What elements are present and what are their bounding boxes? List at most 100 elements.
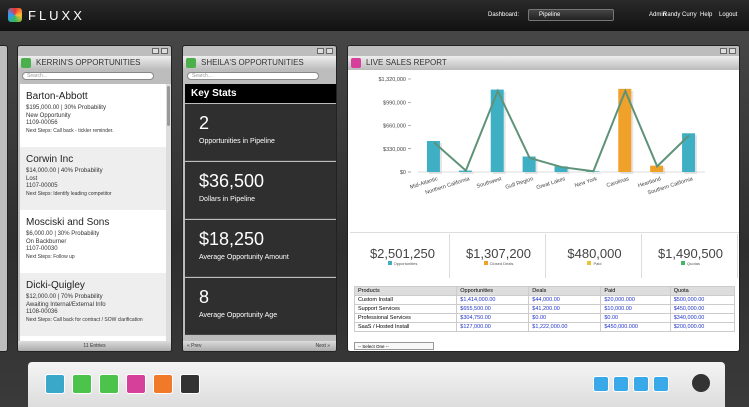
dock-icon[interactable] (633, 376, 649, 392)
nav-link[interactable]: Admin (649, 12, 667, 18)
next[interactable]: Next » (315, 343, 330, 349)
dashboard-select[interactable]: Pipeline (528, 9, 614, 21)
stat: $18,250 Average Opportunity Amount (185, 220, 336, 277)
opportunity-amount: $195,000.00 | 30% Probability (26, 105, 106, 111)
sales-table: Products Opportunities Deals Paid Quota Custo… (353, 286, 736, 332)
dock-icon[interactable] (99, 374, 119, 394)
minimize[interactable] (720, 48, 727, 54)
dock-icon[interactable] (45, 374, 65, 394)
summary-value: $2,501,250 (369, 246, 436, 261)
opportunity-id: 1107-00030 (26, 246, 58, 252)
dock-icon[interactable] (126, 374, 146, 394)
opportunity-id: 1108-00036 (26, 309, 58, 315)
cell: Custom Install (353, 295, 458, 305)
nav-link[interactable]: Logout (719, 12, 738, 18)
opportunity[interactable]: Barton-Abbott $195,000.00 | 30% Probabili… (20, 84, 166, 147)
panel-title: KERRIN'S OPPORTUNITIES (18, 56, 171, 70)
summary-label: Paid (593, 261, 602, 266)
dock-icon[interactable] (180, 374, 200, 394)
row: SaaS / Hosted Install $127,000.00 $1,222,0… (353, 322, 736, 332)
opportunity-next: Next Steps: Call back - tickler reminder… (26, 127, 114, 134)
dock-icon[interactable] (153, 374, 173, 394)
panel-icon (186, 58, 196, 68)
nav-link[interactable]: Help (700, 12, 713, 18)
dock-icon[interactable] (593, 376, 609, 392)
minimize[interactable] (317, 48, 324, 54)
opportunity-id: 1107-00005 (26, 183, 58, 189)
cell: $655,500.00 (456, 304, 530, 314)
stat: 8 Average Opportunity Age (185, 278, 336, 335)
summary-legend: Paid (548, 261, 641, 266)
cell: $20,000.000 (600, 295, 671, 305)
edge-panel (0, 45, 8, 352)
cell: $1,222,000.00 (528, 322, 602, 332)
x-tick-label: Carolinas (606, 176, 630, 189)
prev[interactable]: « Prev (187, 343, 202, 349)
stat: $36,500 Dollars in Pipeline (185, 162, 336, 219)
dock (28, 362, 725, 407)
pager: « Prev Next » (183, 341, 336, 351)
y-tick-label: $1,320,000 (378, 77, 406, 83)
close[interactable] (161, 48, 168, 54)
close[interactable] (729, 48, 736, 54)
stat-label: Average Opportunity Amount (199, 254, 289, 261)
opportunity[interactable]: Corwin Inc $14,000.00 | 40% Probability Lo… (20, 147, 166, 210)
scrollbar (166, 84, 171, 341)
summary-value: $480,000 (567, 246, 622, 261)
nav-link[interactable]: Randy Curry (663, 12, 697, 18)
stat-value: 2 (199, 113, 210, 133)
opportunity-id: 1109-00056 (26, 120, 58, 126)
row: Support Services $655,500.00 $41,200.00 $10… (353, 304, 736, 314)
opportunity-status: Lost (26, 175, 38, 182)
panel-icon (351, 58, 361, 68)
dock-icon[interactable] (613, 376, 629, 392)
cell: $0.00 (528, 313, 602, 323)
bar (650, 165, 664, 172)
bar-shadow (588, 173, 602, 174)
dock-icon[interactable] (653, 376, 669, 392)
row: Professional Services $304,750.00 $0.00 $0.… (353, 313, 736, 323)
entries: 11 Entries (18, 341, 171, 351)
cell: $10,000.00 (600, 304, 671, 314)
x-tick-label: Gulf Region (505, 176, 534, 191)
stat-value: 8 (199, 287, 210, 307)
swatch (587, 261, 592, 265)
summary: $480,000 Paid (548, 234, 642, 278)
cell: $340,000.00 (669, 313, 736, 323)
summary-label: Closed Deals (489, 261, 514, 266)
dock-icon[interactable] (72, 374, 92, 394)
header-row: Products Opportunities Deals Paid Quota (353, 286, 736, 296)
opportunity-status: Awaiting Internal/External Info (26, 301, 106, 308)
opportunity[interactable]: Mosciski and Sons $6,000.00 | 30% Probabi… (20, 210, 166, 273)
cell: $41,200.00 (528, 304, 602, 314)
x-tick-label: New York (574, 176, 598, 189)
opportunity-name: Corwin Inc (26, 154, 74, 165)
search[interactable]: Search... (187, 72, 319, 80)
close[interactable] (326, 48, 333, 54)
minimize[interactable] (152, 48, 159, 54)
add-button[interactable] (692, 374, 710, 392)
dashboard-label: Dashboard: (488, 12, 520, 18)
summary: $1,490,500 Quotas (644, 234, 738, 278)
opportunity-name: Dicki-Quigley (26, 280, 85, 291)
stat-value: $36,500 (199, 171, 265, 191)
opportunity-amount: $12,000.00 | 70% Probability (26, 294, 103, 300)
key-stats: Key Stats (185, 84, 336, 103)
column-header: Opportunities (456, 286, 530, 296)
cell: Support Services (353, 304, 458, 314)
x-tick-label: Great Lakes (536, 176, 567, 191)
panel-title: SHEILA'S OPPORTUNITIES (183, 56, 336, 70)
cell: SaaS / Hosted Install (353, 322, 458, 332)
panel-icon (21, 58, 31, 68)
column-header: Deals (528, 286, 602, 296)
select[interactable]: -- Select One -- (354, 342, 434, 350)
search[interactable]: Search... (22, 72, 154, 80)
cell: $1,414,000.00 (456, 295, 530, 305)
y-tick-label: $330,000 (383, 147, 406, 153)
cell: $0.00 (600, 313, 671, 323)
cell: $304,750.00 (456, 313, 530, 323)
opportunity[interactable]: Dicki-Quigley $12,000.00 | 70% Probabilit… (20, 273, 166, 336)
logo: FLUXX (28, 8, 85, 23)
stat: 2 Opportunities in Pipeline (185, 104, 336, 161)
